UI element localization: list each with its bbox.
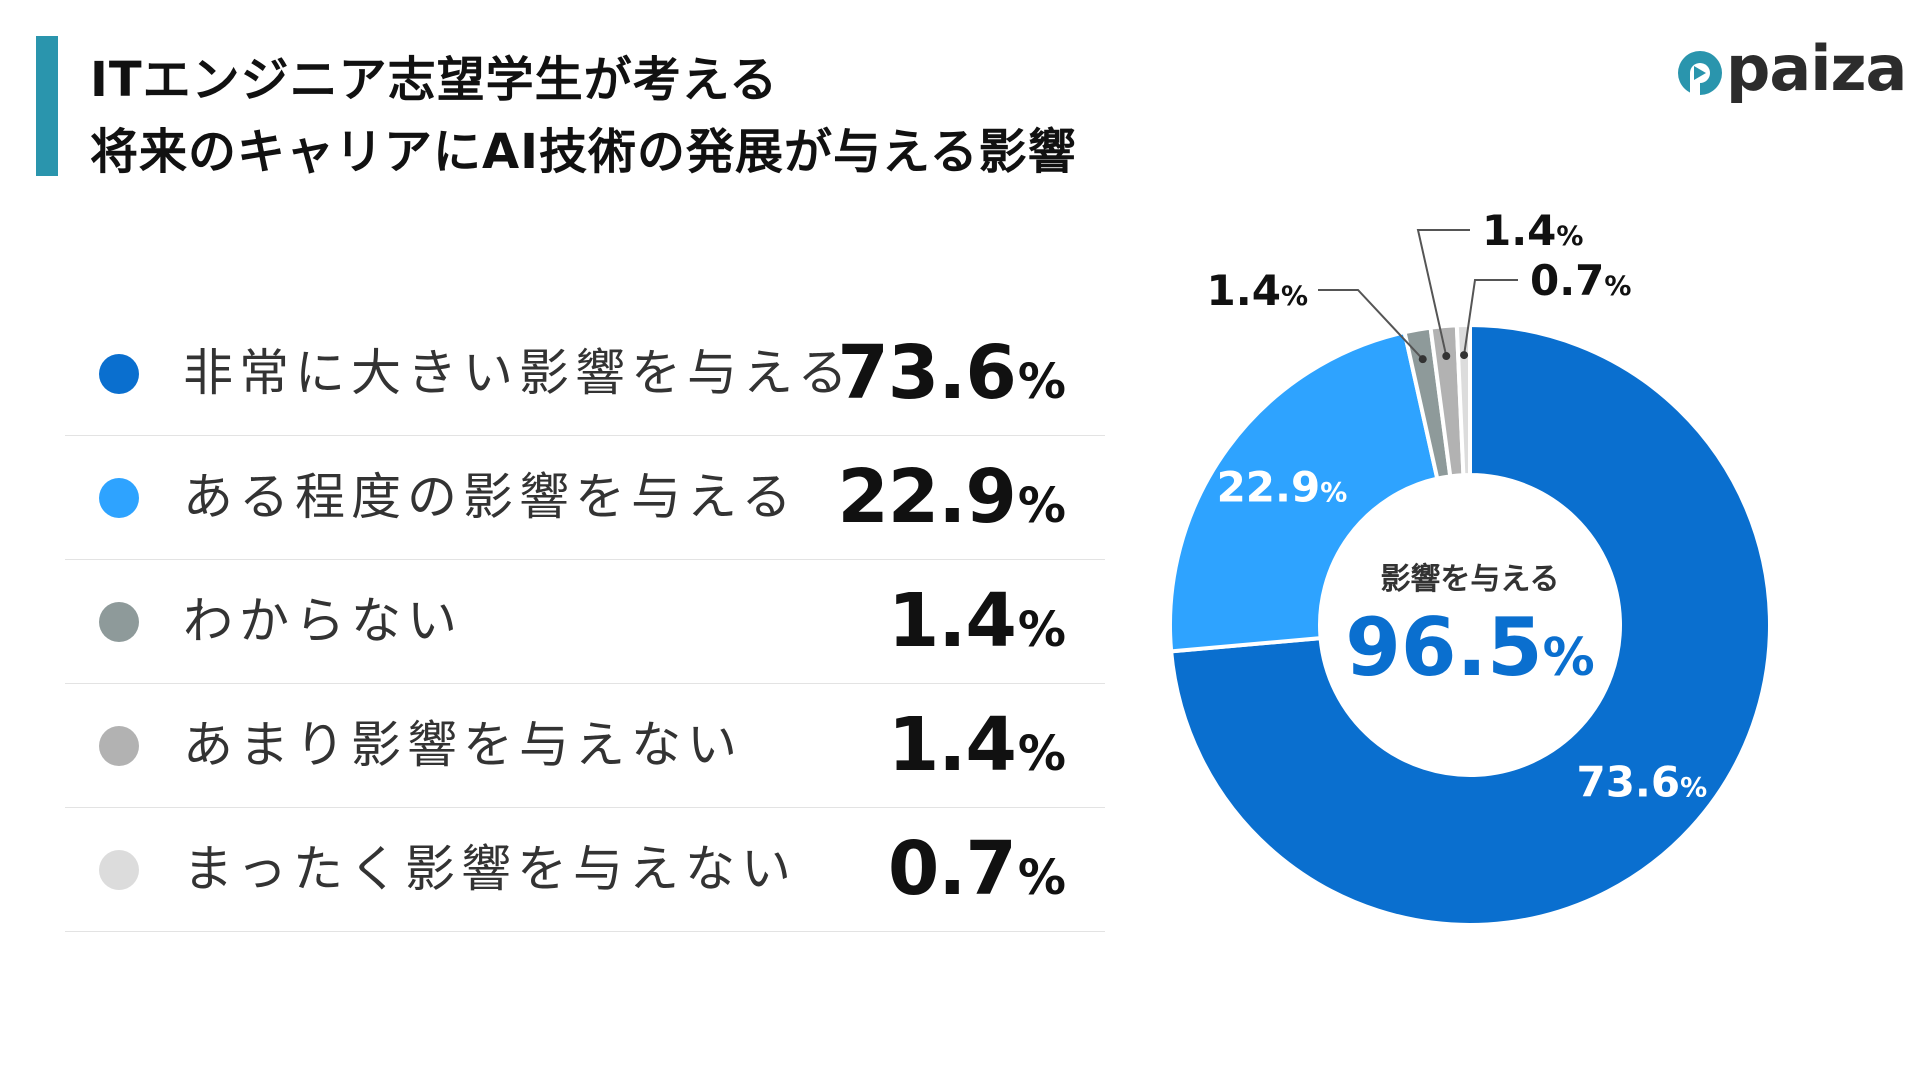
slice-label-0: 73.6%	[1576, 757, 1707, 806]
legend-value-number: 1.4	[887, 702, 1017, 788]
legend-label: あまり影響を与えない	[183, 716, 743, 774]
paiza-logo: paiza	[1674, 34, 1907, 106]
percent-sign: %	[1017, 850, 1066, 906]
legend-value-number: 0.7	[887, 826, 1017, 912]
legend-item-none: まったく影響を与えない 0.7%	[65, 808, 1105, 932]
title-line-1: ITエンジニア志望学生が考える	[90, 52, 779, 108]
legend-value-number: 22.9	[837, 454, 1017, 540]
title-accent-bar	[36, 36, 58, 176]
legend-value: 1.4%	[887, 576, 1066, 675]
paiza-logo-icon	[1678, 51, 1722, 95]
legend-dot	[99, 850, 139, 890]
slice-label-1: 22.9%	[1217, 462, 1348, 511]
legend-label: わからない	[183, 592, 463, 650]
legend-value: 22.9%	[837, 452, 1066, 551]
legend-item-some: ある程度の影響を与える 22.9%	[65, 436, 1105, 560]
donut-slice-1	[1168, 329, 1440, 654]
center-label: 影響を与える	[1380, 562, 1559, 597]
legend-value: 73.6%	[837, 328, 1066, 427]
legend-label: ある程度の影響を与える	[183, 468, 798, 526]
legend-item-not-much: あまり影響を与えない 1.4%	[65, 684, 1105, 808]
callout-line-3	[1416, 229, 1470, 357]
callout-line-2	[1318, 289, 1424, 360]
donut-slice-0	[1168, 322, 1772, 927]
legend-dot	[99, 726, 139, 766]
legend-value: 1.4%	[887, 700, 1066, 799]
legend-value-number: 1.4	[887, 578, 1017, 664]
title-line-2: 将来のキャリアにAI技術の発展が与える影響	[90, 124, 1077, 180]
center-value: 96.5%	[1345, 601, 1595, 694]
legend-item-very-large: 非常に大きい影響を与える 73.6%	[65, 312, 1105, 436]
percent-sign: %	[1017, 726, 1066, 782]
legend-value: 0.7%	[887, 824, 1066, 923]
callout-label-4: 0.7%	[1530, 256, 1631, 305]
percent-sign: %	[1017, 354, 1066, 410]
callout-label-2: 1.4%	[1207, 266, 1308, 315]
callout-dot-3	[1442, 352, 1451, 361]
callout-label-3: 1.4%	[1482, 206, 1583, 255]
donut-slice-4	[1454, 322, 1472, 478]
callout-dot-2	[1418, 355, 1427, 364]
paiza-logo-text: paiza	[1726, 32, 1907, 105]
percent-sign: %	[1017, 602, 1066, 658]
legend-item-unknown: わからない 1.4%	[65, 560, 1105, 684]
legend: 非常に大きい影響を与える 73.6% ある程度の影響を与える 22.9% わから…	[65, 312, 1105, 932]
callout-dot-4	[1460, 351, 1469, 360]
legend-dot	[99, 354, 139, 394]
callout-line-4	[1463, 279, 1518, 356]
legend-label: 非常に大きい影響を与える	[183, 344, 854, 402]
legend-value-number: 73.6	[837, 330, 1017, 416]
legend-dot	[99, 602, 139, 642]
legend-dot	[99, 478, 139, 518]
page-title: ITエンジニア志望学生が考える 将来のキャリアにAI技術の発展が与える影響	[90, 44, 1077, 188]
legend-label: まったく影響を与えない	[183, 840, 797, 898]
percent-sign: %	[1017, 478, 1066, 534]
